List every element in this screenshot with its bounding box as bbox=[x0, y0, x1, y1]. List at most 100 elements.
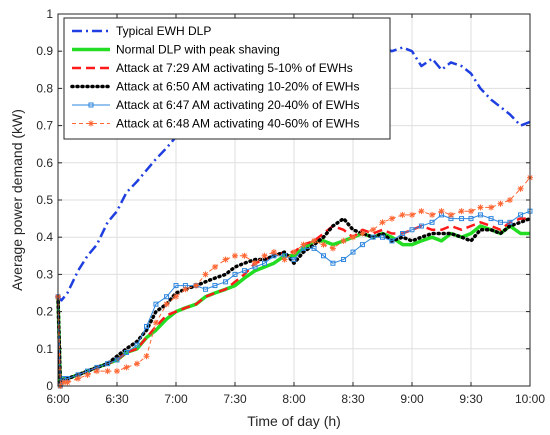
star-stroke bbox=[507, 197, 513, 203]
series-5-point bbox=[114, 357, 120, 363]
series-6-point bbox=[340, 237, 347, 244]
y-tick-label: 0.7 bbox=[36, 119, 53, 133]
series-6-point bbox=[152, 319, 159, 326]
star-stroke bbox=[223, 256, 229, 263]
series-6-point bbox=[163, 301, 170, 308]
series-6-point bbox=[477, 204, 484, 211]
series-6-point bbox=[123, 364, 130, 371]
series-6-point bbox=[388, 215, 395, 222]
y-tick-label: 0.4 bbox=[36, 230, 53, 244]
series-5-point bbox=[389, 238, 395, 244]
series-6-point bbox=[104, 368, 111, 375]
series-6-point bbox=[359, 230, 366, 237]
star-stroke bbox=[438, 208, 445, 214]
series-6-point bbox=[93, 368, 100, 375]
series-6-point bbox=[350, 234, 356, 241]
series-5-point bbox=[507, 219, 513, 225]
star-stroke bbox=[94, 368, 100, 374]
series-6-point bbox=[222, 256, 229, 263]
series-5-point bbox=[518, 212, 524, 218]
star-stroke bbox=[341, 238, 347, 244]
y-tick-label: 1 bbox=[46, 7, 53, 21]
star-stroke bbox=[182, 286, 188, 292]
series-6-point bbox=[211, 263, 218, 270]
series-6-point bbox=[468, 208, 474, 215]
y-tick-label: 0.8 bbox=[36, 81, 53, 95]
star-stroke bbox=[459, 208, 465, 214]
series-5-point bbox=[241, 268, 247, 274]
star-stroke bbox=[468, 208, 474, 214]
star-stroke bbox=[448, 212, 454, 218]
series-5-point bbox=[105, 361, 111, 367]
star-stroke bbox=[488, 204, 494, 210]
star-stroke bbox=[330, 245, 336, 251]
x-tick-label: 7:30 bbox=[223, 392, 247, 406]
series-6-point bbox=[261, 252, 268, 259]
star-stroke bbox=[164, 301, 170, 307]
legend-marker bbox=[88, 120, 94, 127]
star-stroke bbox=[202, 271, 209, 277]
legend-label: Attack at 7:29 AM activating 5-10% of EW… bbox=[116, 61, 353, 75]
legend-label: Attack at 6:48 AM activating 40-60% of E… bbox=[116, 117, 359, 131]
series-5-point bbox=[459, 216, 465, 222]
star-stroke bbox=[193, 283, 199, 289]
series-6-point bbox=[193, 282, 200, 289]
series-6-point bbox=[311, 237, 318, 244]
series-5-point bbox=[153, 301, 159, 307]
series-5-point bbox=[350, 249, 356, 255]
star-stroke bbox=[429, 212, 435, 218]
star-stroke bbox=[252, 260, 258, 266]
series-group bbox=[55, 46, 533, 389]
series-6-point bbox=[252, 260, 259, 267]
series-5-point bbox=[370, 234, 376, 240]
star-stroke bbox=[370, 227, 376, 233]
series-6-point bbox=[429, 211, 436, 218]
series-5-point bbox=[232, 271, 238, 277]
star-stroke bbox=[418, 208, 424, 214]
series-6-point bbox=[281, 256, 288, 263]
x-tick-label: 6:30 bbox=[105, 392, 129, 406]
series-5-point bbox=[203, 286, 208, 292]
y-axis-title: Average power demand (kW) bbox=[9, 109, 25, 291]
series-6-point bbox=[409, 211, 415, 218]
star-stroke bbox=[143, 353, 150, 359]
series-5-point bbox=[223, 279, 229, 285]
series-6-point bbox=[370, 226, 377, 233]
star-stroke bbox=[291, 249, 297, 255]
series-6-point bbox=[182, 286, 189, 293]
y-tick-label: 0.3 bbox=[36, 267, 53, 281]
series-6-point bbox=[241, 252, 248, 259]
x-tick-label: 8:30 bbox=[341, 392, 365, 406]
star-stroke bbox=[88, 120, 94, 127]
x-tick-label: 6:00 bbox=[46, 392, 70, 406]
star-stroke bbox=[359, 230, 365, 237]
series-6-point bbox=[75, 375, 82, 382]
star-stroke bbox=[261, 253, 268, 259]
star-stroke bbox=[282, 256, 288, 263]
star-stroke bbox=[400, 212, 406, 218]
y-tick-label: 0.1 bbox=[36, 342, 53, 356]
series-6-point bbox=[134, 360, 141, 367]
x-axis-title: Time of day (h) bbox=[247, 413, 341, 429]
y-tick-label: 0.9 bbox=[36, 44, 53, 58]
star-stroke bbox=[300, 242, 306, 248]
series-6-point bbox=[143, 353, 150, 360]
y-tick-label: 0.2 bbox=[36, 305, 53, 319]
series-6-point bbox=[447, 211, 454, 218]
star-stroke bbox=[477, 204, 483, 210]
series-5-point bbox=[212, 283, 218, 289]
y-tick-label: 0.6 bbox=[36, 156, 53, 170]
series-5-point bbox=[400, 230, 406, 236]
star-stroke bbox=[518, 186, 524, 192]
star-stroke bbox=[241, 253, 247, 259]
legend-label: Normal DLP with peak shaving bbox=[116, 43, 280, 57]
series-5-point bbox=[330, 260, 336, 266]
legend-label: Attack at 6:47 AM activating 20-40% of E… bbox=[116, 98, 359, 112]
series-5-point bbox=[123, 350, 129, 356]
series-5-point bbox=[321, 253, 326, 259]
series-6-point bbox=[173, 293, 179, 300]
legend-label: Attack at 6:50 AM activating 10-20% of E… bbox=[116, 80, 359, 94]
star-stroke bbox=[84, 372, 91, 378]
star-stroke bbox=[320, 242, 327, 248]
